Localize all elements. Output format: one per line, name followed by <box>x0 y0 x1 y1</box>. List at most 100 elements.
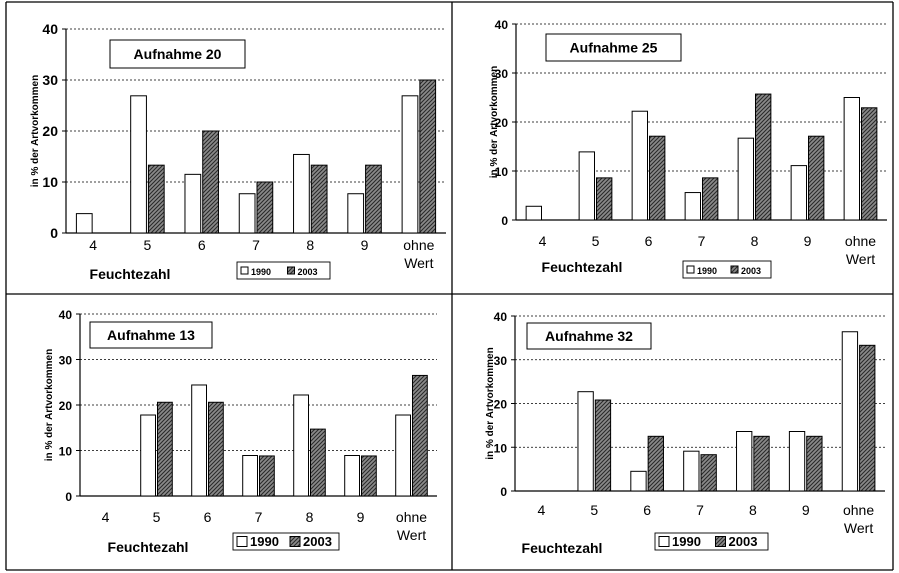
title-box <box>526 322 652 350</box>
bar-2003 <box>594 399 612 492</box>
panel-frame <box>5 1 894 571</box>
bar-2003 <box>808 135 825 221</box>
legend-label: 2003 <box>741 266 761 276</box>
x-tick-label: 4 <box>102 509 110 525</box>
y-axis-label: in % der Artvorkommen <box>485 347 496 459</box>
x-tick-label: ohne Wert <box>396 509 427 543</box>
bar-1990 <box>578 151 596 221</box>
bar-2003 <box>361 455 377 497</box>
x-tick-label: 8 <box>751 233 759 249</box>
x-tick-label: 8 <box>306 237 314 253</box>
bar-2003 <box>859 344 876 492</box>
x-tick-label: 8 <box>749 502 757 518</box>
y-tick-label: 10 <box>59 445 73 459</box>
bar-2003 <box>755 93 772 221</box>
legend-box <box>232 532 340 551</box>
bar-1990 <box>191 384 208 497</box>
x-tick-label: ohne Wert <box>403 237 434 271</box>
x-tick-label: 5 <box>590 502 598 518</box>
y-tick-label: 30 <box>494 354 508 368</box>
bar-2003 <box>806 435 823 492</box>
bar-1990 <box>184 173 202 234</box>
bar-1990 <box>401 95 419 234</box>
y-tick-label: 40 <box>42 21 58 37</box>
bar-2003 <box>412 374 428 497</box>
x-axis-label: Feuchtezahl <box>542 259 623 275</box>
x-tick-label: 7 <box>252 237 260 253</box>
legend-label: 1990 <box>250 534 279 549</box>
y-axis-label: in % der Artvorkommen <box>44 349 55 461</box>
x-tick-label: 5 <box>144 237 152 253</box>
y-tick-label: 0 <box>65 490 72 504</box>
legend-label: 1990 <box>672 534 701 549</box>
bar-2003 <box>365 164 382 234</box>
y-tick-label: 10 <box>495 165 509 179</box>
x-tick-label: 4 <box>89 237 97 253</box>
x-tick-label-line: Wert <box>846 251 875 267</box>
x-tick-label-line: ohne <box>396 509 427 525</box>
title-box <box>545 33 682 62</box>
y-tick-label: 40 <box>59 308 73 322</box>
x-tick-label: 4 <box>539 233 547 249</box>
bar-2003 <box>419 79 437 234</box>
bar-1990 <box>130 95 147 234</box>
x-tick-label: 7 <box>696 502 704 518</box>
legend: 1990 2003 <box>682 260 772 279</box>
chart-title: Aufnahme 20 <box>134 46 222 62</box>
x-tick-label: 6 <box>198 237 206 253</box>
x-tick-label: 6 <box>643 502 651 518</box>
title-box <box>89 321 213 349</box>
chart-panel-3: 0 10 20 30 40 4 5 6 7 8 9 ohne Wert Aufnahme 13 in % d… <box>44 308 437 555</box>
x-tick-label: 9 <box>804 233 812 249</box>
bar-1990 <box>238 193 256 234</box>
legend-swatch-1990 <box>240 266 249 275</box>
x-tick-label: 9 <box>357 509 365 525</box>
bar-2003 <box>310 164 328 234</box>
bar-2003 <box>700 454 717 492</box>
chart-title: Aufnahme 25 <box>570 40 658 56</box>
x-tick-label: 5 <box>592 233 600 249</box>
bar-1990 <box>293 394 309 497</box>
bar-2003 <box>157 401 173 497</box>
bar-2003 <box>647 435 664 492</box>
x-tick-label: 6 <box>204 509 212 525</box>
y-axis-label: in % der Artvorkommen <box>30 75 41 187</box>
bar-1990 <box>631 110 649 221</box>
y-tick-label: 20 <box>59 399 73 413</box>
x-tick-label: 7 <box>255 509 263 525</box>
bar-2003 <box>202 130 219 234</box>
legend-box <box>236 261 331 280</box>
y-tick-label: 0 <box>501 214 508 228</box>
chart-panel-4: 0 10 20 30 40 4 5 6 7 8 9 ohne Wert Aufnahme 32 in % d… <box>485 310 885 556</box>
chart-title: Aufnahme 13 <box>107 327 195 343</box>
legend: 1990 2003 <box>236 261 331 280</box>
x-tick-label: 9 <box>802 502 810 518</box>
y-tick-label: 20 <box>42 123 58 139</box>
x-tick-label: 9 <box>361 237 369 253</box>
bar-2003 <box>256 181 274 234</box>
bar-1990 <box>525 205 543 221</box>
chart-panel-1: 0 10 20 30 40 4 5 6 7 8 9 ohne Wert Aufnahme 20 in % d… <box>30 21 446 282</box>
legend-label: 1990 <box>251 267 271 277</box>
bar-2003 <box>259 455 275 497</box>
legend-label: 1990 <box>697 266 717 276</box>
x-axis-label: Feuchtezahl <box>90 266 171 282</box>
bar-1990 <box>630 470 647 492</box>
chart-title: Aufnahme 32 <box>545 328 633 344</box>
bar-2003 <box>310 428 326 497</box>
bar-2003 <box>649 135 666 221</box>
bar-1990 <box>242 455 259 497</box>
y-tick-label: 30 <box>495 67 509 81</box>
x-tick-label: 8 <box>306 509 314 525</box>
bar-1990 <box>344 455 360 497</box>
x-tick-label: ohne Wert <box>843 502 874 536</box>
bar-1990 <box>684 192 702 221</box>
y-tick-label: 10 <box>494 441 508 455</box>
bar-1990 <box>843 97 861 221</box>
legend-swatch-2003 <box>287 266 295 275</box>
x-axis-label: Feuchtezahl <box>108 539 189 555</box>
legend-swatch-2003 <box>289 536 301 547</box>
bar-2003 <box>147 164 165 234</box>
x-tick-label: 5 <box>153 509 161 525</box>
